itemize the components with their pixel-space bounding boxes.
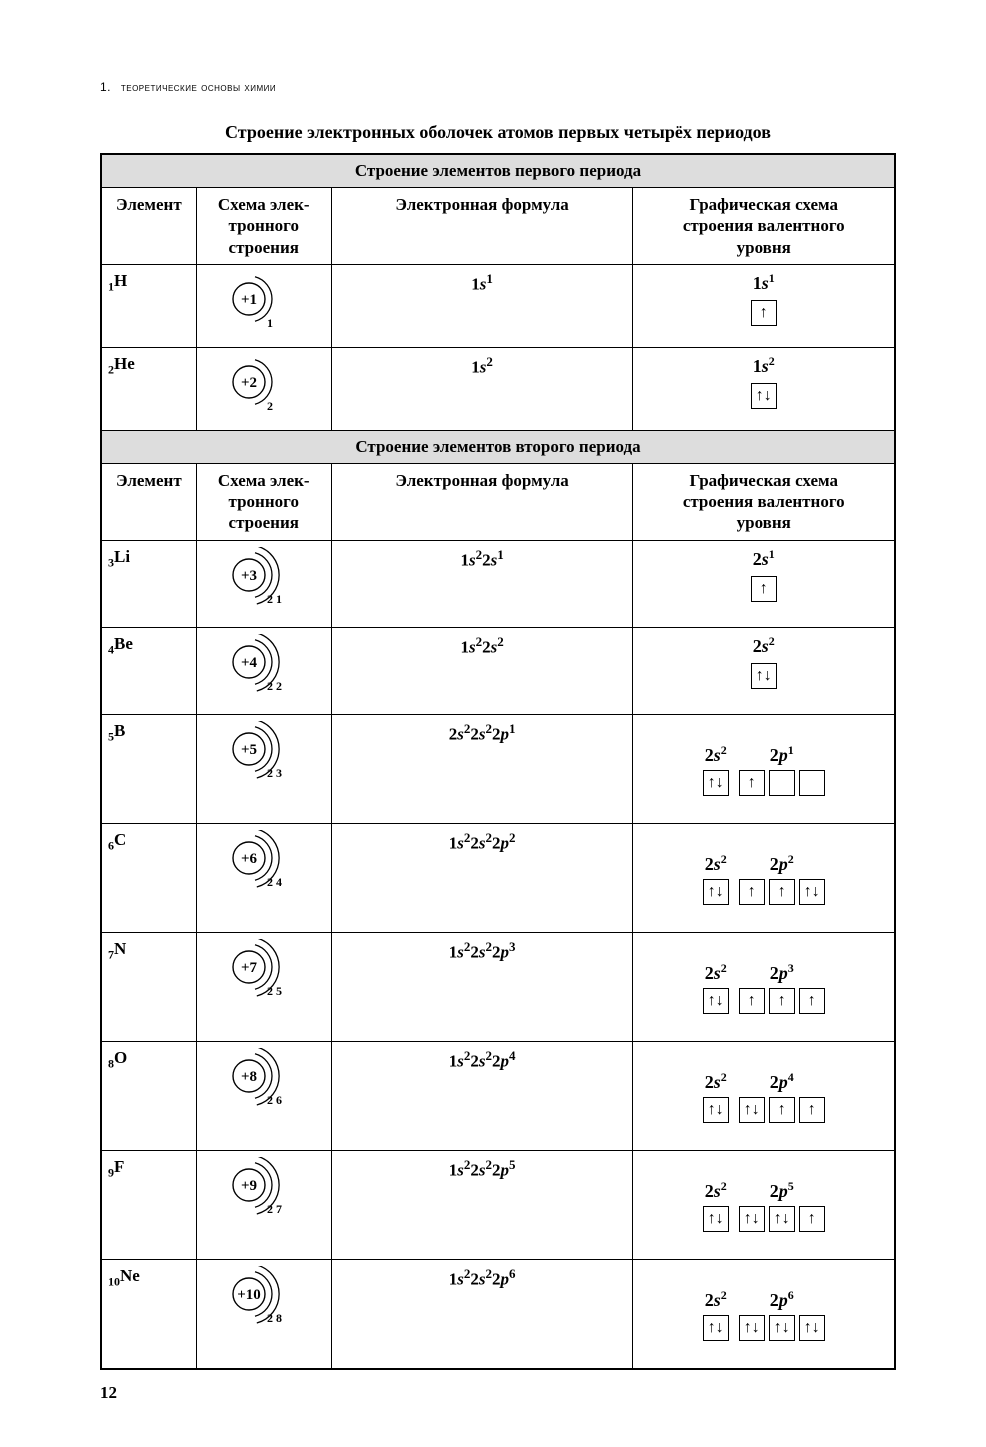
graphic-cell: 2s2↑↓2p2↑↑↑↓ [633,823,895,932]
table-row: 2He +2 2 1s21s2↑↓ [101,347,895,430]
schema-cell: +8 26 [196,1041,331,1150]
formula-cell: 1s22s22p4 [331,1041,633,1150]
formula-cell: 1s1 [331,264,633,347]
schema-cell: +1 1 [196,264,331,347]
table-row: 5B +5 23 2s22s22p12s2↑↓2p1↑ [101,714,895,823]
col-schema: Схема элек-тронногостроения [196,463,331,540]
svg-text:2: 2 [267,399,273,413]
table-row: 10Ne +10 28 1s22s22p62s2↑↓2p6↑↓↑↓↑↓ [101,1259,895,1369]
svg-text:5: 5 [276,984,282,998]
formula-cell: 2s22s22p1 [331,714,633,823]
svg-text:+4: +4 [241,655,258,671]
schema-cell: +7 25 [196,932,331,1041]
formula-cell: 1s2 [331,347,633,430]
table-row: 8O +8 26 1s22s22p42s2↑↓2p4↑↓↑↑ [101,1041,895,1150]
schema-cell: +3 21 [196,540,331,627]
page-number: 12 [100,1383,117,1403]
svg-text:7: 7 [276,1202,282,1216]
formula-cell: 1s22s2 [331,627,633,714]
graphic-cell: 2s2↑↓ [633,627,895,714]
formula-cell: 1s22s22p3 [331,932,633,1041]
element-cell: 7N [101,932,196,1041]
graphic-cell: 2s1↑ [633,540,895,627]
svg-text:1: 1 [267,316,273,330]
table-row: 6C +6 24 1s22s22p22s2↑↓2p2↑↑↑↓ [101,823,895,932]
schema-cell: +6 24 [196,823,331,932]
svg-text:+2: +2 [241,375,257,391]
formula-cell: 1s22s1 [331,540,633,627]
element-cell: 4Be [101,627,196,714]
formula-cell: 1s22s22p5 [331,1150,633,1259]
col-graphic: Графическая схемастроения валентногоуров… [633,463,895,540]
main-table: Строение элементов первого периодаЭлемен… [100,153,896,1370]
svg-text:+5: +5 [241,742,257,758]
svg-text:+9: +9 [241,1178,257,1194]
svg-text:6: 6 [276,1093,282,1107]
section-header: Строение элементов второго периода [101,430,895,463]
svg-text:8: 8 [276,1311,282,1325]
schema-cell: +10 28 [196,1259,331,1369]
col-element: Элемент [101,463,196,540]
svg-text:2: 2 [267,1202,273,1216]
table-row: 1H +1 1 1s11s1↑ [101,264,895,347]
table-row: 3Li +3 21 1s22s12s1↑ [101,540,895,627]
svg-text:+8: +8 [241,1069,257,1085]
table-title: Строение электронных оболочек атомов пер… [100,122,896,143]
section-title: Строение элементов первого периода [101,154,895,188]
chapter-number: 1. [100,80,111,94]
schema-cell: +4 22 [196,627,331,714]
section-header: Строение элементов первого периода [101,154,895,188]
section-title: Строение элементов второго периода [101,430,895,463]
chapter-title: теоретические основы химии [121,80,276,94]
svg-text:+6: +6 [241,851,258,867]
col-formula: Электронная формула [331,188,633,265]
svg-text:2: 2 [267,679,273,693]
svg-text:4: 4 [276,875,282,889]
formula-cell: 1s22s22p6 [331,1259,633,1369]
col-schema: Схема элек-тронногостроения [196,188,331,265]
graphic-cell: 2s2↑↓2p6↑↓↑↓↑↓ [633,1259,895,1369]
table-row: 9F +9 27 1s22s22p52s2↑↓2p5↑↓↑↓↑ [101,1150,895,1259]
graphic-cell: 2s2↑↓2p5↑↓↑↓↑ [633,1150,895,1259]
svg-text:3: 3 [276,766,282,780]
svg-text:+10: +10 [237,1287,261,1303]
graphic-cell: 2s2↑↓2p4↑↓↑↑ [633,1041,895,1150]
element-cell: 9F [101,1150,196,1259]
svg-text:2: 2 [276,679,282,693]
formula-cell: 1s22s22p2 [331,823,633,932]
element-cell: 8O [101,1041,196,1150]
svg-text:2: 2 [267,592,273,606]
element-cell: 1H [101,264,196,347]
col-element: Элемент [101,188,196,265]
svg-text:2: 2 [267,766,273,780]
element-cell: 6C [101,823,196,932]
schema-cell: +9 27 [196,1150,331,1259]
graphic-cell: 2s2↑↓2p1↑ [633,714,895,823]
element-cell: 10Ne [101,1259,196,1369]
svg-text:1: 1 [276,592,282,606]
table-row: 4Be +4 22 1s22s22s2↑↓ [101,627,895,714]
col-graphic: Графическая схемастроения валентногоуров… [633,188,895,265]
svg-text:2: 2 [267,875,273,889]
graphic-cell: 2s2↑↓2p3↑↑↑ [633,932,895,1041]
column-header-row: ЭлементСхема элек-тронногостроенияЭлектр… [101,188,895,265]
column-header-row: ЭлементСхема элек-тронногостроенияЭлектр… [101,463,895,540]
page: 1. теоретические основы химии Строение э… [0,0,986,1447]
svg-text:2: 2 [267,984,273,998]
svg-text:+1: +1 [241,292,257,308]
element-cell: 5B [101,714,196,823]
svg-text:+3: +3 [241,568,257,584]
schema-cell: +2 2 [196,347,331,430]
table-row: 7N +7 25 1s22s22p32s2↑↓2p3↑↑↑ [101,932,895,1041]
element-cell: 2He [101,347,196,430]
svg-text:+7: +7 [241,960,258,976]
col-formula: Электронная формула [331,463,633,540]
running-head: 1. теоретические основы химии [100,80,896,94]
svg-text:2: 2 [267,1311,273,1325]
schema-cell: +5 23 [196,714,331,823]
graphic-cell: 1s1↑ [633,264,895,347]
svg-text:2: 2 [267,1093,273,1107]
graphic-cell: 1s2↑↓ [633,347,895,430]
element-cell: 3Li [101,540,196,627]
